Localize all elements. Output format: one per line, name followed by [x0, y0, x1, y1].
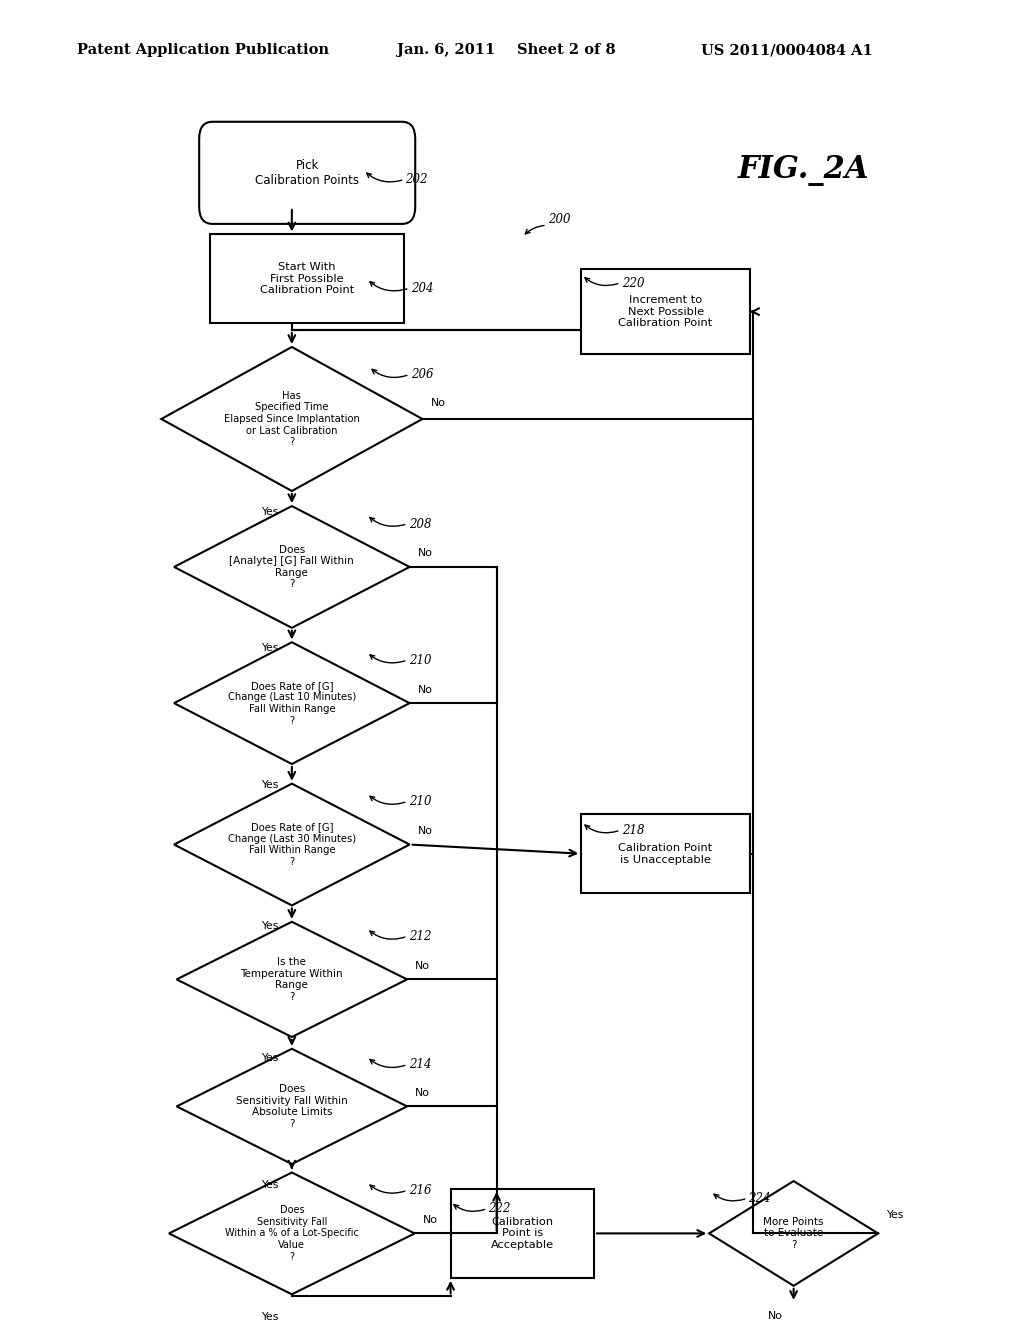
Text: FIG._2A: FIG._2A: [737, 154, 868, 186]
Text: Start With
First Possible
Calibration Point: Start With First Possible Calibration Po…: [260, 263, 354, 296]
Text: 214: 214: [409, 1059, 431, 1072]
Text: Yes: Yes: [261, 1180, 279, 1189]
Text: No: No: [416, 1088, 430, 1098]
Text: Increment to
Next Possible
Calibration Point: Increment to Next Possible Calibration P…: [618, 296, 713, 329]
Text: Has
Specified Time
Elapsed Since Implantation
or Last Calibration
?: Has Specified Time Elapsed Since Implant…: [224, 391, 359, 447]
Polygon shape: [174, 506, 410, 628]
Text: No: No: [416, 961, 430, 972]
Bar: [582, 814, 750, 894]
Text: Does Rate of [G]
Change (Last 10 Minutes)
Fall Within Range
?: Does Rate of [G] Change (Last 10 Minutes…: [227, 681, 356, 726]
Text: US 2011/0004084 A1: US 2011/0004084 A1: [701, 44, 873, 57]
Bar: [210, 235, 404, 323]
Text: No: No: [418, 685, 433, 694]
Text: 208: 208: [409, 517, 431, 531]
Text: Yes: Yes: [261, 780, 279, 789]
Text: Pick
Calibration Points: Pick Calibration Points: [255, 158, 359, 187]
Text: 200: 200: [548, 213, 570, 226]
Text: Jan. 6, 2011: Jan. 6, 2011: [397, 44, 496, 57]
Text: Calibration Point
is Unacceptable: Calibration Point is Unacceptable: [618, 843, 713, 865]
Text: Sheet 2 of 8: Sheet 2 of 8: [517, 44, 615, 57]
Text: Yes: Yes: [261, 921, 279, 931]
Polygon shape: [161, 347, 422, 491]
Text: 222: 222: [488, 1203, 511, 1216]
Text: Yes: Yes: [261, 1052, 279, 1063]
Polygon shape: [174, 784, 410, 906]
Polygon shape: [169, 1172, 415, 1295]
Polygon shape: [174, 643, 410, 764]
Text: 210: 210: [409, 653, 431, 667]
Polygon shape: [176, 921, 407, 1038]
Text: No: No: [423, 1214, 438, 1225]
FancyBboxPatch shape: [199, 121, 416, 224]
Text: Yes: Yes: [261, 507, 279, 516]
Text: Does
Sensitivity Fall Within
Absolute Limits
?: Does Sensitivity Fall Within Absolute Li…: [236, 1084, 348, 1129]
Text: 220: 220: [622, 277, 644, 290]
Bar: [451, 1189, 594, 1278]
Text: Is the
Temperature Within
Range
?: Is the Temperature Within Range ?: [241, 957, 343, 1002]
Text: 224: 224: [749, 1192, 771, 1205]
Text: Does Rate of [G]
Change (Last 30 Minutes)
Fall Within Range
?: Does Rate of [G] Change (Last 30 Minutes…: [227, 822, 356, 867]
Text: 216: 216: [409, 1184, 431, 1197]
Text: 202: 202: [406, 173, 428, 186]
Text: No: No: [768, 1311, 783, 1320]
Text: Does
Sensitivity Fall
Within a % of a Lot-Specific
Value
?: Does Sensitivity Fall Within a % of a Lo…: [225, 1205, 358, 1262]
Text: No: No: [418, 549, 433, 558]
Text: Calibration
Point is
Acceptable: Calibration Point is Acceptable: [490, 1217, 554, 1250]
Text: 210: 210: [409, 795, 431, 808]
Polygon shape: [176, 1049, 407, 1164]
Text: Does
[Analyte] [G] Fall Within
Range
?: Does [Analyte] [G] Fall Within Range ?: [229, 545, 354, 589]
Text: 204: 204: [411, 282, 433, 294]
Bar: [582, 269, 750, 354]
Text: Patent Application Publication: Patent Application Publication: [77, 44, 329, 57]
Text: Yes: Yes: [887, 1209, 903, 1220]
Text: 206: 206: [411, 368, 433, 381]
Text: No: No: [418, 826, 433, 836]
Text: 218: 218: [622, 824, 644, 837]
Text: No: No: [430, 397, 445, 408]
Text: More Points
to Evaluate
?: More Points to Evaluate ?: [763, 1217, 824, 1250]
Text: Yes: Yes: [261, 1312, 279, 1320]
Text: Yes: Yes: [261, 643, 279, 653]
Polygon shape: [709, 1181, 879, 1286]
Text: 212: 212: [409, 931, 431, 942]
